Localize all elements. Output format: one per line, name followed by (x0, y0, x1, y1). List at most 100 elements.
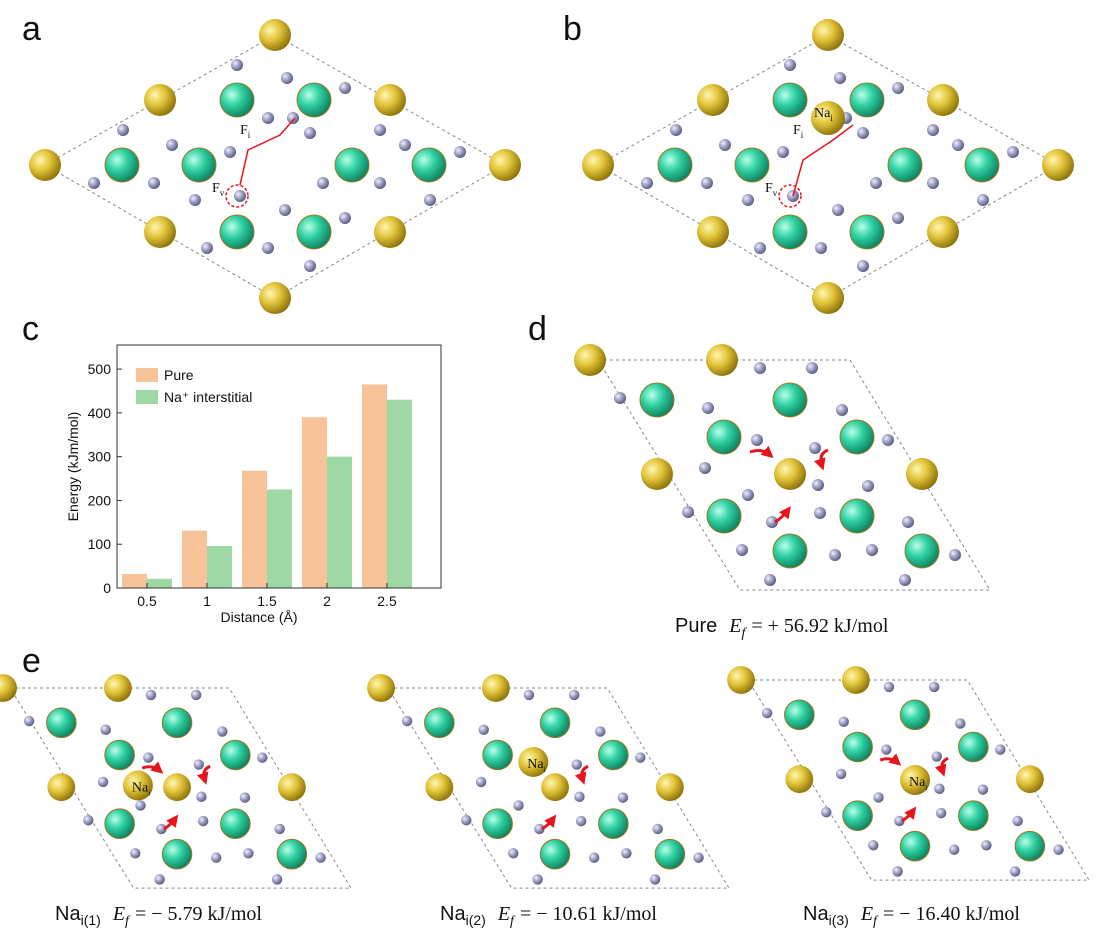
gy-atom (697, 84, 729, 116)
gs-atom (621, 848, 631, 858)
gg-atom (297, 83, 331, 117)
energy-value: = − 16.40 kJ/mol (883, 903, 1020, 925)
gs-atom (117, 124, 129, 136)
gs-atom (454, 146, 466, 158)
gs-atom (981, 840, 991, 850)
legend-label: Na⁺ interstitial (164, 389, 252, 405)
label-main: Na (909, 775, 926, 790)
gs-atom (882, 434, 894, 446)
structure-label: Fi (240, 123, 251, 140)
gy-atom (0, 674, 17, 702)
gs-atom (892, 212, 904, 224)
gg-atom (540, 708, 570, 738)
bar (147, 579, 172, 588)
gg-atom (221, 809, 251, 839)
case-name: Pure (675, 615, 717, 637)
migration-arrow (750, 451, 770, 455)
gs-atom (315, 852, 325, 862)
gy-atom (574, 344, 606, 376)
x-tick-label: 1.5 (257, 593, 277, 609)
gs-atom (399, 139, 411, 151)
gg-atom (959, 801, 989, 831)
gs-atom (995, 744, 1005, 754)
gs-atom (902, 516, 914, 528)
gy-atom (104, 674, 132, 702)
gs-atom (24, 716, 34, 726)
gs-atom (652, 824, 662, 834)
gs-atom (754, 362, 766, 374)
gs-atom (764, 574, 776, 586)
gy-atom (541, 773, 569, 801)
label-main: F (240, 123, 248, 138)
gg-atom (773, 83, 807, 117)
gs-atom (513, 800, 523, 810)
gg-atom (221, 740, 251, 770)
gy-atom (641, 458, 673, 490)
gs-atom (952, 139, 964, 151)
panel-label: d (528, 310, 547, 348)
gs-atom (866, 544, 878, 556)
gy-atom (29, 149, 61, 181)
gg-atom (773, 215, 807, 249)
gy-atom (697, 216, 729, 248)
gg-atom (599, 740, 629, 770)
energy-sub: f (510, 914, 516, 929)
gs-atom (949, 549, 961, 561)
gy-atom (842, 666, 870, 694)
gy-atom (259, 19, 291, 51)
gs-atom (304, 260, 316, 272)
energy-sub: f (741, 626, 747, 641)
gg-atom (900, 700, 930, 730)
gs-atom (374, 177, 386, 189)
gs-atom (198, 816, 208, 826)
gs-atom (476, 777, 486, 787)
gs-atom (317, 177, 329, 189)
gy-atom (582, 149, 614, 181)
gg-atom (220, 83, 254, 117)
gs-atom (243, 848, 253, 858)
energy-symbol: E (497, 903, 510, 925)
x-tick-label: 2.5 (377, 593, 397, 609)
label-sub: v (773, 188, 778, 198)
gs-atom (838, 717, 848, 727)
gs-atom (274, 824, 284, 834)
gs-atom (955, 718, 965, 728)
gy-atom (374, 216, 406, 248)
gs-atom (287, 112, 299, 124)
gs-atom (762, 708, 772, 718)
gs-atom (836, 404, 848, 416)
gs-atom (189, 194, 201, 206)
gs-atom (262, 112, 274, 124)
label-sub: v (220, 188, 225, 198)
gs-atom (670, 124, 682, 136)
gs-atom (262, 242, 274, 254)
structure-label: Nai (132, 780, 150, 797)
migration-arrow (880, 759, 897, 763)
energy-value: = − 10.61 kJ/mol (520, 903, 657, 925)
gg-atom (412, 148, 446, 182)
gs-atom (589, 852, 599, 862)
legend-swatch (136, 368, 158, 382)
gs-atom (524, 690, 534, 700)
gs-atom (821, 807, 831, 817)
energy-caption: Nai(1)Ef= − 5.79 kJ/mol (55, 903, 262, 929)
label-sub: i (801, 130, 804, 140)
gs-atom (508, 848, 518, 858)
bar (242, 471, 267, 588)
gg-atom (1015, 831, 1045, 861)
structure-label: Nai (909, 775, 927, 792)
gg-atom (335, 148, 369, 182)
gs-atom (834, 72, 846, 84)
panel-label: b (563, 10, 582, 48)
gs-atom (699, 462, 711, 474)
gs-atom (836, 769, 846, 779)
gs-atom (576, 816, 586, 826)
x-tick-label: 1 (203, 593, 211, 609)
gs-atom (932, 751, 942, 761)
gs-atom (1007, 146, 1019, 158)
bar (327, 457, 352, 588)
gy-atom (706, 344, 738, 376)
gs-atom (977, 194, 989, 206)
gs-atom (614, 392, 626, 404)
gs-atom (857, 127, 869, 139)
